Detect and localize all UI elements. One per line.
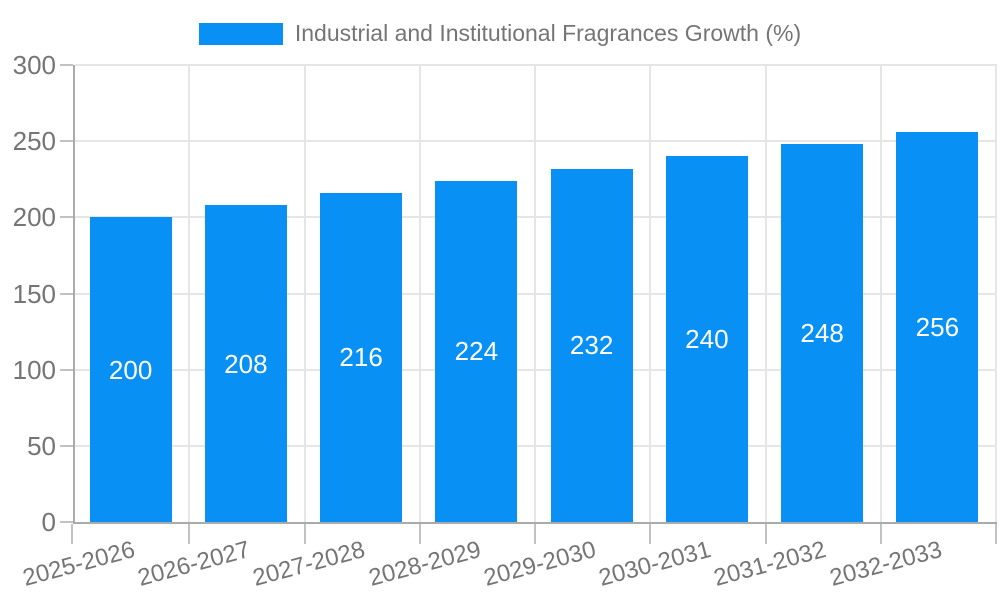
bar-value-label-2028-2029: 224 [454, 336, 499, 367]
bar-2029-2030[interactable] [550, 168, 633, 522]
x-axis-label-2028-2029: 2028-2029 [365, 536, 484, 592]
bar-2026-2027[interactable] [204, 205, 287, 522]
legend-swatch [198, 22, 283, 45]
gridline-x-8 [995, 65, 997, 522]
x-tick-5 [649, 524, 652, 544]
bar-2025-2026[interactable] [89, 217, 172, 522]
x-tick-3 [418, 524, 421, 544]
gridline-x-5 [649, 65, 652, 522]
x-axis-label-2025-2026: 2025-2026 [19, 536, 138, 592]
y-tick-0 [60, 521, 73, 523]
y-axis-label-250: 250 [12, 126, 56, 157]
legend-label: Industrial and Institutional Fragrances … [294, 20, 802, 46]
bar-value-label-2032-2033: 256 [915, 312, 960, 342]
gridline-x-2 [303, 65, 306, 522]
x-axis-label-2030-2031: 2030-2031 [596, 536, 714, 592]
x-tick-2 [303, 524, 306, 544]
x-tick-0 [71, 524, 73, 544]
gridline-x-7 [879, 65, 882, 522]
y-tick-150 [60, 292, 73, 295]
x-axis-label-2029-2030: 2029-2030 [480, 536, 599, 592]
bar-value-label-2030-2031: 240 [685, 324, 729, 355]
gridline-y-50 [75, 444, 997, 447]
y-tick-250 [60, 140, 73, 143]
y-axis-label-150: 150 [12, 278, 56, 309]
x-axis-label-2026-2027: 2026-2027 [135, 536, 253, 592]
gridline-y-200 [75, 216, 997, 219]
y-tick-300 [60, 64, 73, 66]
y-axis-label-200: 200 [12, 202, 56, 233]
x-axis-label-2032-2033: 2032-2033 [826, 536, 945, 592]
y-tick-200 [60, 216, 73, 219]
bar-value-label-2026-2027: 208 [224, 348, 268, 379]
gridline-y-100 [75, 368, 997, 371]
bar-2031-2032[interactable] [781, 144, 864, 522]
y-tick-100 [60, 368, 73, 371]
x-axis-label-2031-2032: 2031-2032 [711, 536, 830, 592]
y-axis-label-100: 100 [12, 354, 56, 385]
bar-value-label-2027-2028: 216 [339, 342, 383, 373]
bar-2027-2028[interactable] [320, 192, 403, 522]
gridline-x-6 [764, 65, 767, 522]
gridline-x-4 [534, 65, 536, 522]
x-tick-8 [995, 524, 997, 544]
y-tick-50 [60, 444, 73, 447]
gridline-y-300 [75, 64, 997, 66]
bar-2030-2031[interactable] [665, 156, 748, 522]
x-tick-7 [879, 524, 882, 544]
gridline-x-3 [418, 65, 421, 522]
gridline-y-250 [75, 140, 997, 143]
legend[interactable]: Industrial and Institutional Fragrances … [0, 20, 1000, 47]
bar-value-label-2025-2026: 200 [108, 354, 153, 385]
x-tick-6 [764, 524, 767, 544]
y-axis-label-0: 0 [41, 507, 56, 537]
bar-value-label-2029-2030: 232 [569, 330, 614, 361]
gridline-y-150 [75, 292, 997, 295]
x-axis-label-2027-2028: 2027-2028 [250, 536, 369, 592]
x-tick-4 [534, 524, 536, 544]
bar-2032-2033[interactable] [896, 132, 979, 522]
bar-2028-2029[interactable] [435, 180, 518, 522]
y-axis-label-50: 50 [27, 430, 56, 461]
plot-area [73, 65, 997, 524]
x-tick-1 [188, 524, 191, 544]
y-axis-label-300: 300 [12, 50, 56, 80]
gridline-x-1 [188, 65, 191, 522]
bar-value-label-2031-2032: 248 [800, 318, 844, 349]
